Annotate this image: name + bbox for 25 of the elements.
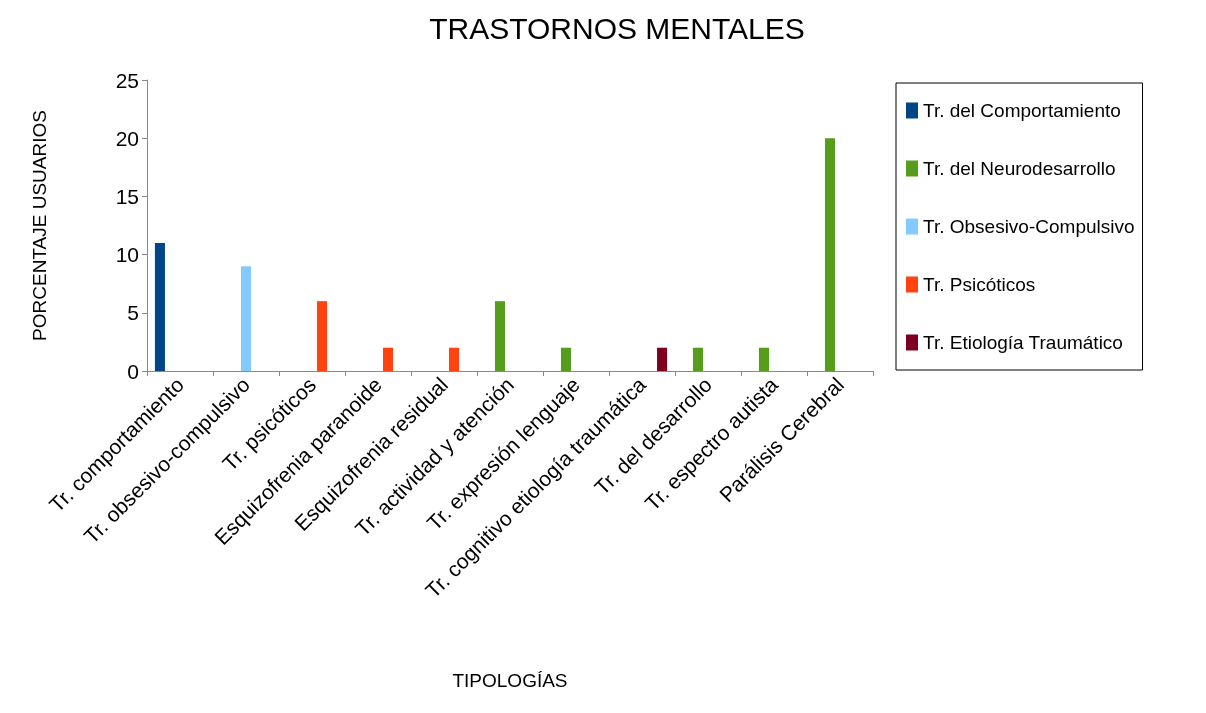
bar bbox=[758, 347, 769, 371]
bar bbox=[692, 347, 703, 371]
y-axis-title: PORCENTAJE USUARIOS bbox=[29, 110, 50, 341]
y-tick-label: 5 bbox=[127, 301, 139, 325]
x-axis-title: TIPOLOGÍAS bbox=[452, 670, 568, 691]
bar bbox=[154, 242, 165, 371]
bar bbox=[449, 347, 460, 371]
legend-label: Tr. Obsesivo-Compulsivo bbox=[923, 216, 1135, 237]
bar bbox=[317, 301, 328, 371]
bar bbox=[494, 301, 505, 371]
bar bbox=[383, 347, 394, 371]
y-tick-label: 25 bbox=[115, 68, 139, 92]
y-tick-label: 10 bbox=[115, 243, 139, 267]
y-tick-label: 20 bbox=[115, 126, 139, 150]
bar bbox=[657, 347, 668, 371]
bar bbox=[824, 138, 835, 371]
y-tick-label: 0 bbox=[127, 359, 139, 383]
legend-label: Tr. Psicóticos bbox=[923, 274, 1036, 295]
legend-label: Tr. del Neurodesarrollo bbox=[923, 158, 1116, 179]
legend-label: Tr. Etiología Traumático bbox=[923, 332, 1123, 353]
bar bbox=[560, 347, 571, 371]
chart-title: TRASTORNOS MENTALES bbox=[429, 11, 805, 45]
legend-label: Tr. del Comportamiento bbox=[923, 100, 1121, 121]
bar bbox=[240, 266, 252, 371]
y-tick-label: 15 bbox=[115, 184, 139, 208]
